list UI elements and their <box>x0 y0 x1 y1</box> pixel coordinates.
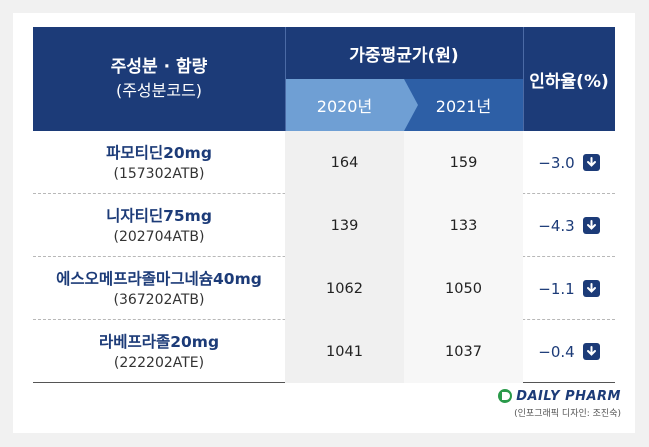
dailypharm-logo: DAILY PHARM (인포그래픽 디자인: 조진숙) <box>497 388 621 419</box>
ingredient-cell: 라베프라졸20mg (222202ATE) <box>33 320 285 383</box>
ingredient-cell: 니자티딘75mg (202704ATB) <box>33 194 285 257</box>
header-rate: 인하율(%) <box>529 71 609 92</box>
rate-value: −4.3 <box>538 216 575 235</box>
header-avg-price: 가중평균가(원) <box>349 45 459 66</box>
price-2020: 139 <box>285 194 404 257</box>
ingredient-name: 니자티딘75mg <box>106 206 212 225</box>
price-card: 주성분 · 함량 (주성분코드) 가중평균가(원) 2020년 2021년 인하… <box>13 13 635 433</box>
ingredient-cell: 파모티딘20mg (157302ATB) <box>33 131 285 194</box>
arrow-down-icon <box>582 217 600 234</box>
ingredient-code: (367202ATB) <box>113 291 205 308</box>
pill-icon <box>498 389 513 403</box>
header-divider <box>523 27 524 131</box>
arrow-down-icon <box>582 343 600 360</box>
header-year-2020: 2020년 <box>316 97 373 116</box>
header-year-band: 2020년 2021년 <box>285 79 523 131</box>
rate-cell: −1.1 <box>523 257 615 320</box>
logo-credit: (인포그래픽 디자인: 조진숙) <box>514 409 621 419</box>
logo-brand: DAILY PHARM <box>497 388 621 404</box>
price-2021: 1050 <box>404 257 523 320</box>
table-header: 주성분 · 함량 (주성분코드) 가중평균가(원) 2020년 2021년 인하… <box>33 27 615 131</box>
table-row: 파모티딘20mg (157302ATB) 164 159 −3.0 <box>33 131 615 194</box>
arrow-down-icon <box>582 154 600 171</box>
price-2020: 1041 <box>285 320 404 383</box>
rate-value: −3.0 <box>538 153 575 172</box>
ingredient-code: (157302ATB) <box>113 165 205 182</box>
header-year-2021: 2021년 <box>435 97 492 116</box>
header-divider <box>285 27 286 131</box>
header-ingredient-code: (주성분코드) <box>115 81 203 100</box>
ingredient-cell: 에스오메프라졸마그네슘40mg (367202ATB) <box>33 257 285 320</box>
ingredient-name: 파모티딘20mg <box>106 143 212 162</box>
price-2021: 133 <box>404 194 523 257</box>
price-2021: 159 <box>404 131 523 194</box>
header-ingredient: 주성분 · 함량 (주성분코드) <box>33 27 285 131</box>
rate-cell: −4.3 <box>523 194 615 257</box>
table-row: 라베프라졸20mg (222202ATE) 1041 1037 −0.4 <box>33 320 615 383</box>
ingredient-code: (222202ATE) <box>113 354 205 371</box>
rate-cell: −0.4 <box>523 320 615 383</box>
table-row: 니자티딘75mg (202704ATB) 139 133 −4.3 <box>33 194 615 257</box>
price-2020: 1062 <box>285 257 404 320</box>
price-2020: 164 <box>285 131 404 194</box>
arrow-down-icon <box>582 280 600 297</box>
price-2021: 1037 <box>404 320 523 383</box>
price-table: 주성분 · 함량 (주성분코드) 가중평균가(원) 2020년 2021년 인하… <box>33 27 615 383</box>
logo-brand-text: DAILY PHARM <box>516 388 621 404</box>
table-row: 에스오메프라졸마그네슘40mg (367202ATB) 1062 1050 −1… <box>33 257 615 320</box>
ingredient-name: 라베프라졸20mg <box>98 332 220 351</box>
rate-cell: −3.0 <box>523 131 615 194</box>
header-ingredient-title: 주성분 · 함량 <box>110 57 208 77</box>
year-band-shape <box>285 79 523 131</box>
rate-value: −1.1 <box>538 279 575 298</box>
ingredient-name: 에스오메프라졸마그네슘40mg <box>56 269 262 288</box>
ingredient-code: (202704ATB) <box>113 228 205 245</box>
rate-value: −0.4 <box>538 342 575 361</box>
